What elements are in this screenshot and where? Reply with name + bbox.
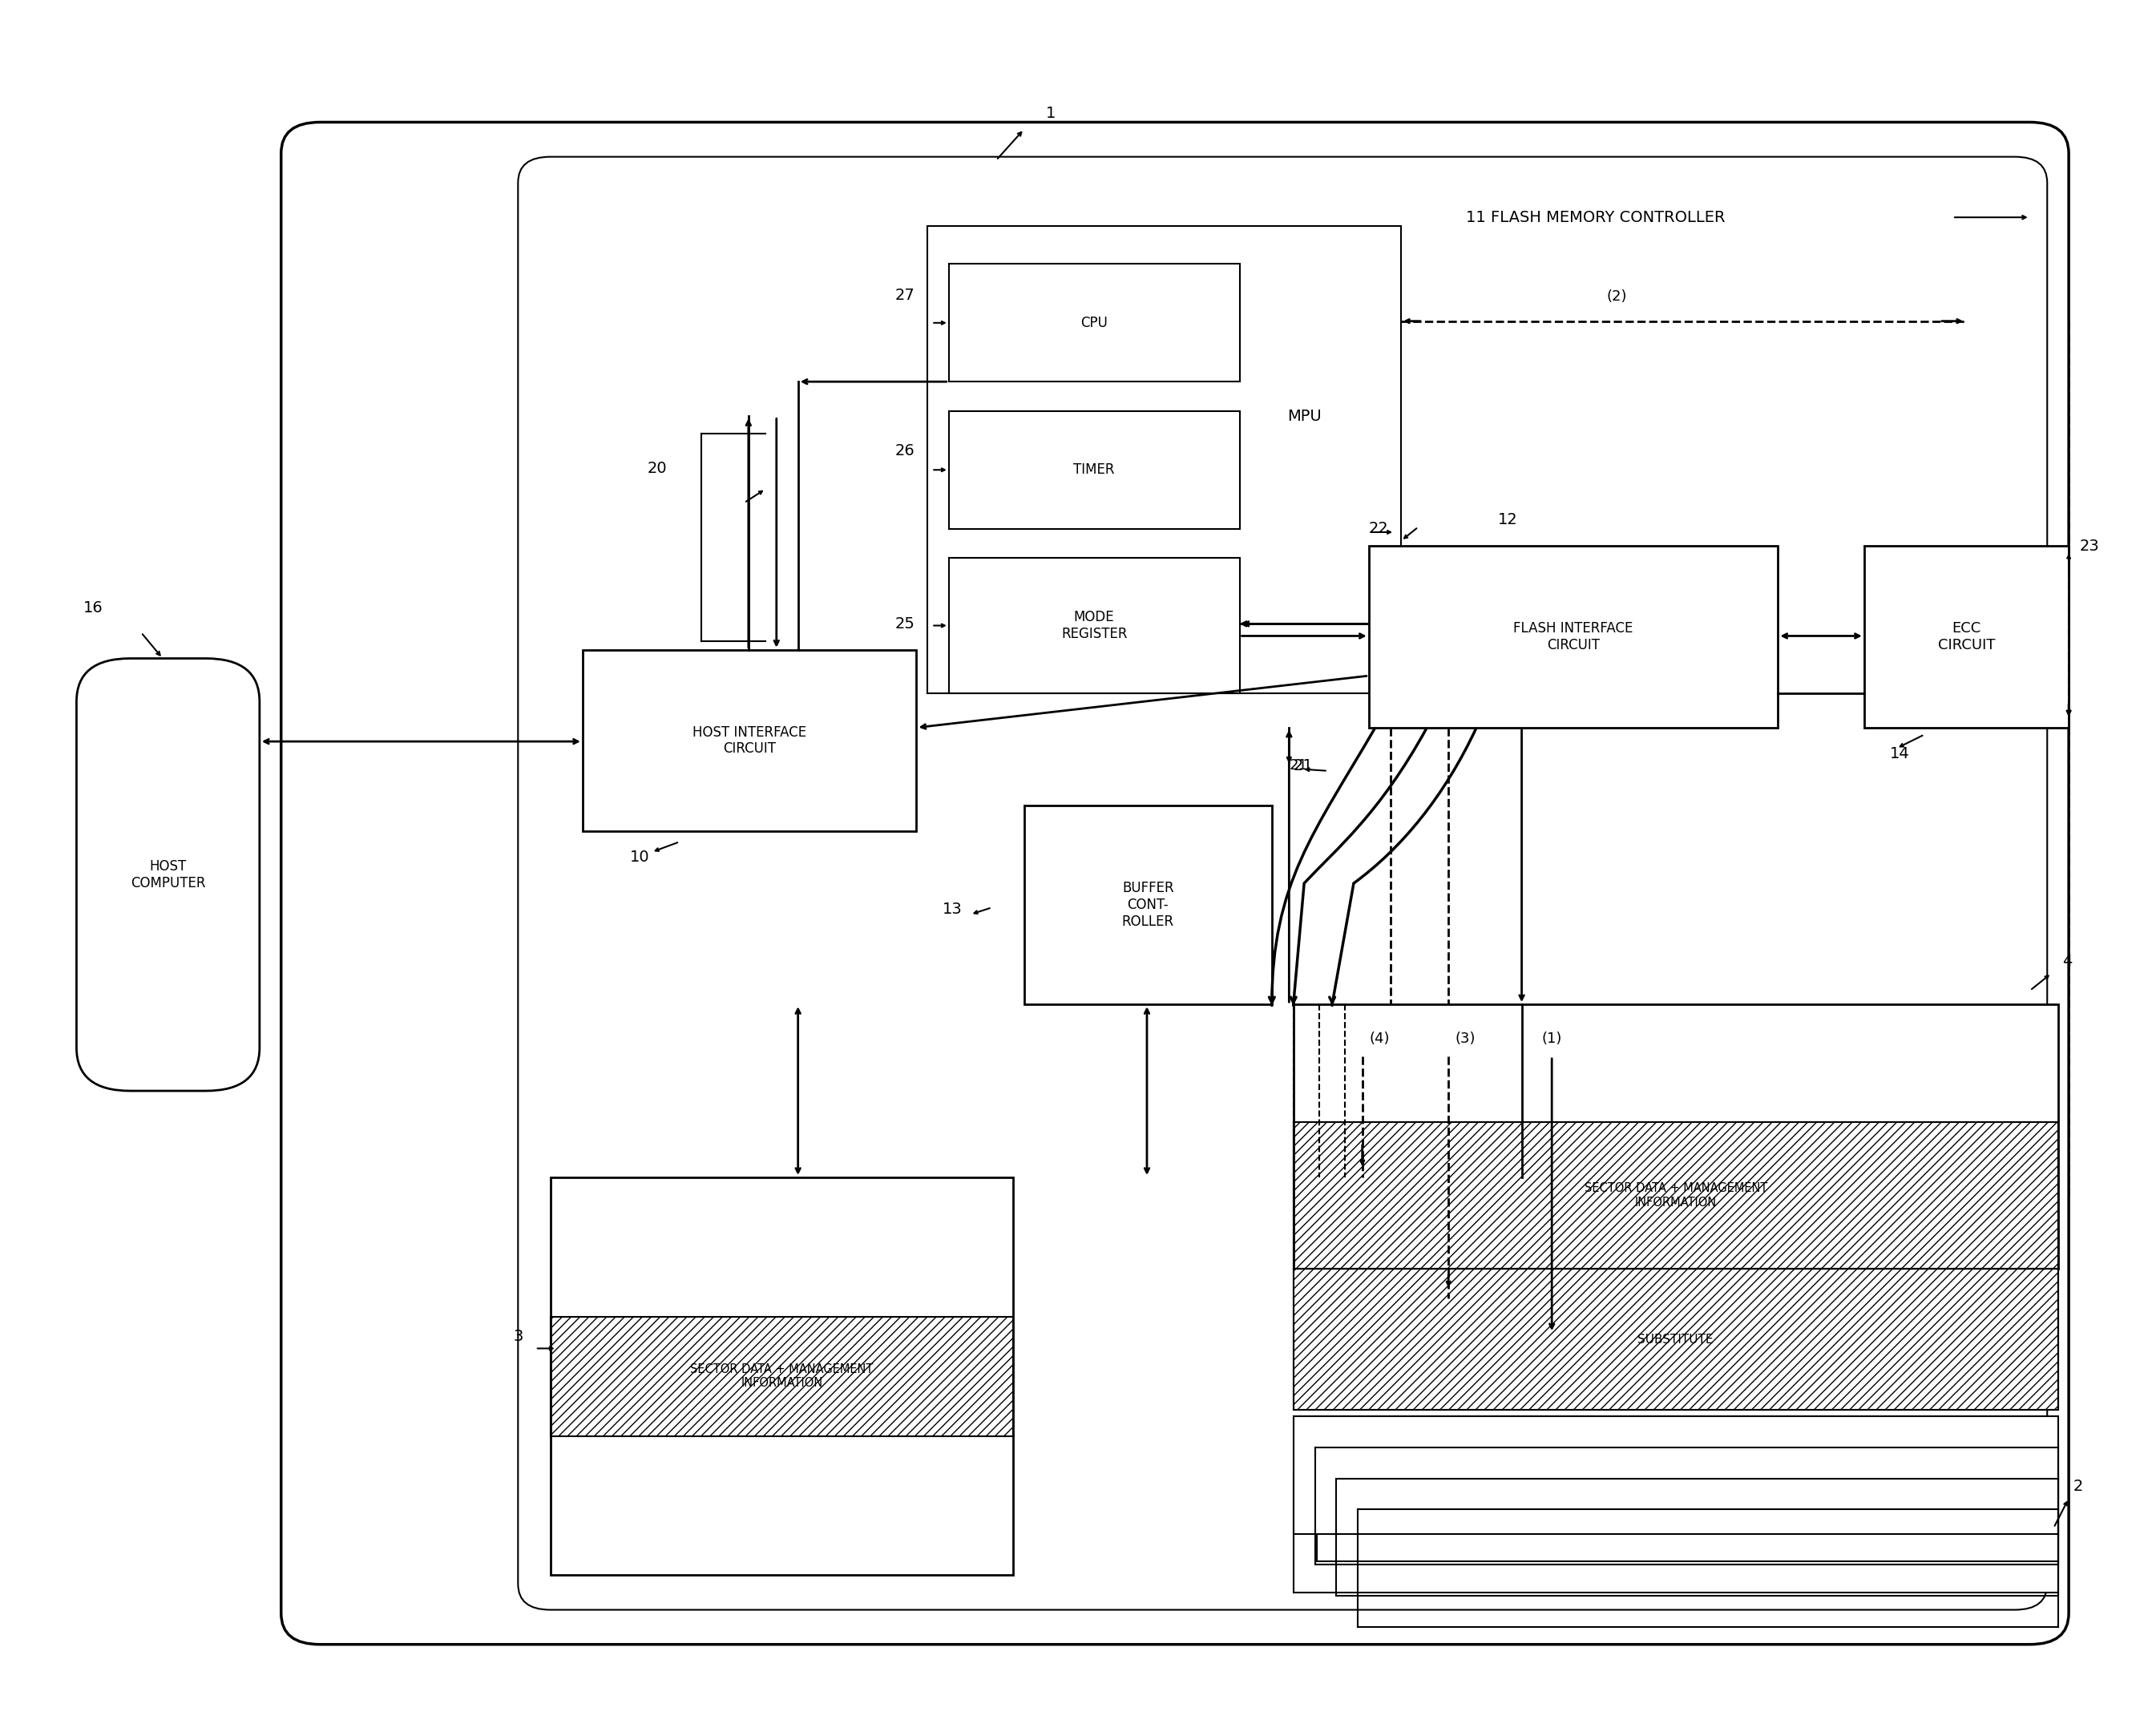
Bar	[1865, 546, 2070, 727]
Text: 20: 20	[647, 461, 666, 476]
Bar	[949, 263, 1240, 381]
Text: 21: 21	[1289, 759, 1307, 772]
Bar	[1294, 1476, 2059, 1592]
Text: 11 FLASH MEMORY CONTROLLER: 11 FLASH MEMORY CONTROLLER	[1466, 210, 1725, 225]
Bar	[582, 650, 916, 831]
Text: 26: 26	[895, 443, 914, 459]
Text: 23: 23	[2081, 539, 2100, 554]
Bar	[1294, 1122, 2059, 1270]
Text: TIMER: TIMER	[1074, 462, 1115, 476]
Text: SECTOR DATA + MANAGEMENT
INFORMATION: SECTOR DATA + MANAGEMENT INFORMATION	[690, 1363, 873, 1389]
Text: 13: 13	[942, 902, 962, 916]
Text: 27: 27	[895, 288, 914, 303]
Text: 16: 16	[82, 599, 103, 615]
Text: 22: 22	[1369, 521, 1388, 537]
FancyBboxPatch shape	[517, 158, 2048, 1609]
Text: 2: 2	[2074, 1479, 2083, 1495]
Text: 10: 10	[630, 850, 649, 864]
Text: ECC
CIRCUIT: ECC CIRCUIT	[1938, 622, 1994, 653]
Text: 14: 14	[1891, 746, 1910, 760]
Bar	[1294, 1270, 2059, 1410]
Bar	[1369, 546, 1779, 727]
Text: BUFFER
CONT-
ROLLER: BUFFER CONT- ROLLER	[1121, 882, 1175, 928]
Text: 12: 12	[1498, 513, 1518, 528]
Bar	[550, 1316, 1013, 1436]
Text: MODE
REGISTER: MODE REGISTER	[1061, 610, 1128, 641]
Text: MPU: MPU	[1287, 409, 1322, 424]
Text: CPU: CPU	[1080, 315, 1108, 331]
Bar	[1294, 1417, 2059, 1535]
Text: SECTOR DATA + MANAGEMENT
INFORMATION: SECTOR DATA + MANAGEMENT INFORMATION	[1585, 1183, 1768, 1209]
Text: 3: 3	[513, 1328, 524, 1344]
Text: SUBSTITUTE: SUBSTITUTE	[1639, 1334, 1714, 1346]
Bar	[1294, 1122, 2059, 1270]
Text: (1): (1)	[1542, 1032, 1561, 1046]
Text: 25: 25	[895, 617, 914, 632]
Text: (2): (2)	[1606, 289, 1626, 303]
Text: 1: 1	[1046, 106, 1056, 121]
Text: 21: 21	[1294, 759, 1313, 772]
Bar	[1294, 1005, 2059, 1270]
Text: 4: 4	[2063, 954, 2072, 968]
Bar	[1317, 1444, 2059, 1561]
Bar	[1024, 805, 1272, 1005]
Bar	[927, 225, 1401, 693]
Bar	[949, 558, 1240, 693]
Text: (3): (3)	[1455, 1032, 1477, 1046]
Text: HOST INTERFACE
CIRCUIT: HOST INTERFACE CIRCUIT	[692, 726, 806, 757]
Bar	[1294, 1270, 2059, 1410]
Bar	[550, 1178, 1013, 1574]
Text: FLASH INTERFACE
CIRCUIT: FLASH INTERFACE CIRCUIT	[1514, 622, 1634, 653]
Text: (4): (4)	[1369, 1032, 1391, 1046]
FancyBboxPatch shape	[75, 658, 259, 1091]
FancyBboxPatch shape	[280, 123, 2070, 1644]
Text: HOST
COMPUTER: HOST COMPUTER	[132, 859, 205, 890]
Bar	[949, 410, 1240, 528]
